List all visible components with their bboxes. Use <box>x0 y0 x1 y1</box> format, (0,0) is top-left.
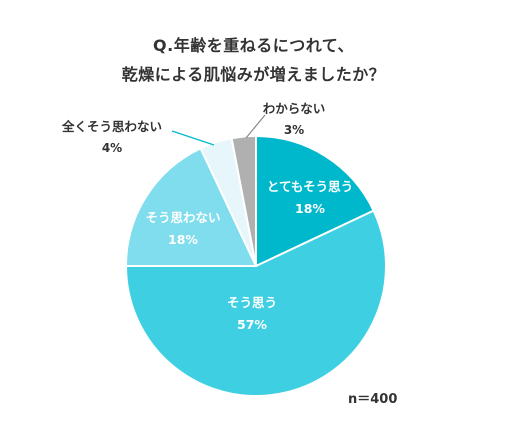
slice-wakaranai <box>230 134 257 267</box>
slice-value-wakaranai: 3% <box>284 123 304 137</box>
slice-value-mattaku-sou-omowanai: 4% <box>102 141 122 155</box>
slice-value-totemo-sou-omou: 18% <box>295 201 325 216</box>
chart-title-line-1: Q.年齢を重ねるにつれて、 <box>153 36 354 55</box>
slice-label-mattaku-sou-omowanai: 全くそう思わない <box>61 119 162 134</box>
leader-line-mattaku-sou-omowanai <box>171 130 215 146</box>
slice-value-sou-omowanai: 18% <box>168 232 198 247</box>
slice-label-wakaranai: わからない <box>263 101 326 116</box>
leader-line-wakaranai <box>245 114 266 139</box>
chart-title-line-2: 乾燥による肌悩みが増えましたか？ <box>121 65 386 84</box>
slice-sou-omowanai <box>124 147 258 267</box>
slice-label-sou-omou: そう思う <box>227 295 277 310</box>
slice-label-totemo-sou-omou: とてもそう思う <box>267 179 353 194</box>
slice-label-sou-omowanai: そう思わない <box>145 210 220 225</box>
sample-size-label: n＝400 <box>348 392 398 407</box>
slice-sou-omou <box>124 209 387 397</box>
slice-value-sou-omou: 57% <box>237 317 267 332</box>
slice-totemo-sou-omou <box>255 134 375 268</box>
